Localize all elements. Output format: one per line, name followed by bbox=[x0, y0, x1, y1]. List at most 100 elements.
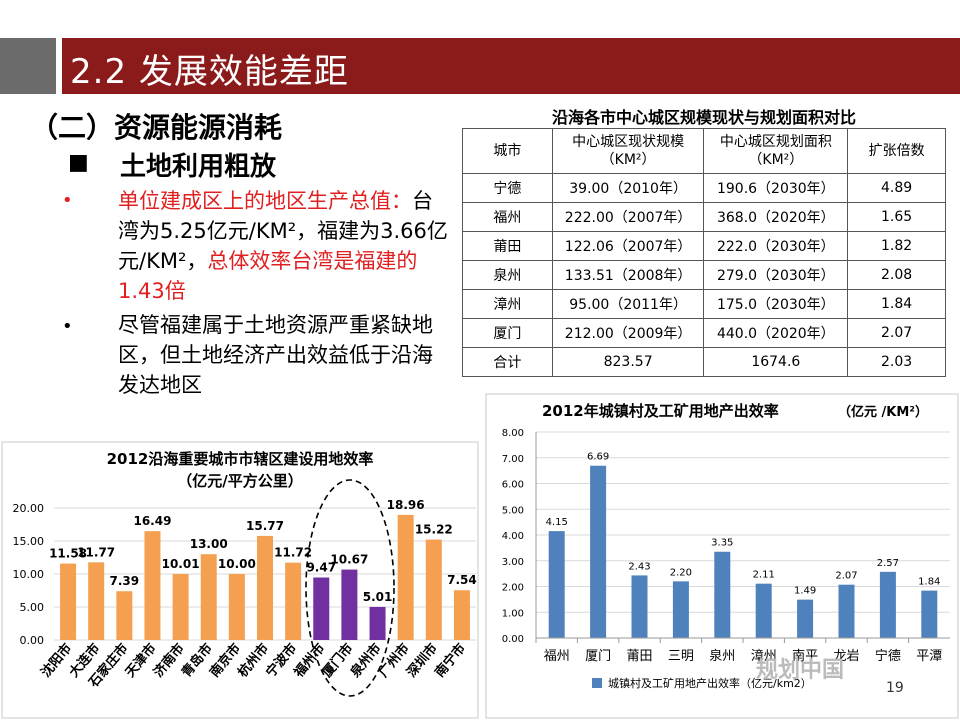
section-subtitle: （二）资源能源消耗 bbox=[30, 111, 283, 144]
data-label: 7.54 bbox=[447, 573, 477, 587]
table-cell: 宁德 bbox=[462, 173, 553, 203]
table-row: 漳州 95.00（2011年） 175.0（2030年） 1.84 bbox=[462, 289, 946, 319]
table-row: 莆田 122.06（2007年） 222.0（2030年） 1.82 bbox=[462, 231, 946, 261]
x-tick-label: 莆田 bbox=[626, 649, 652, 664]
data-label: 2.07 bbox=[835, 571, 857, 582]
chart-title: 2012沿海重要城市市辖区建设用地效率 bbox=[107, 450, 374, 468]
chart2-svg: 2012年城镇村及工矿用地产出效率 （亿元 /KM²） 0.00 1.00 2.00 3.… bbox=[485, 393, 959, 719]
data-label: 9.47 bbox=[306, 560, 336, 574]
x-tick-label: 三明 bbox=[668, 649, 694, 664]
chart-title: 2012年城镇村及工矿用地产出效率 bbox=[542, 402, 779, 420]
table-cell: 190.6（2030年） bbox=[703, 173, 849, 203]
y-tick-label: 5.00 bbox=[20, 601, 45, 614]
table-row: 合计 823.57 1674.6 2.03 bbox=[462, 347, 946, 377]
title-accent-block bbox=[0, 38, 56, 94]
bar bbox=[755, 583, 772, 638]
data-label: 2.11 bbox=[753, 570, 775, 581]
table-cell: 2.08 bbox=[847, 260, 946, 290]
table-cell: 2.07 bbox=[847, 318, 946, 348]
table-cell: 440.0（2020年） bbox=[703, 318, 849, 348]
table-cell: 823.57 bbox=[551, 347, 705, 377]
legend-label: 城镇村及工矿用地产出效率（亿元/km2） bbox=[608, 676, 812, 690]
table-cell: 1674.6 bbox=[703, 347, 849, 377]
table-title: 沿海各市中心城区规模现状与规划面积对比 bbox=[551, 108, 856, 127]
bar bbox=[341, 569, 358, 640]
y-tick-label: 0.00 bbox=[502, 634, 524, 645]
table-cell: 95.00（2011年） bbox=[551, 289, 705, 319]
bar bbox=[285, 562, 302, 640]
y-tick-label: 2.00 bbox=[502, 583, 524, 594]
data-label: 15.22 bbox=[415, 523, 453, 537]
bar bbox=[257, 535, 273, 640]
x-tick-label: 厦门 bbox=[585, 649, 611, 664]
output-efficiency-chart: 2012年城镇村及工矿用地产出效率 （亿元 /KM²） 0.00 1.00 2.00 3.… bbox=[484, 392, 960, 720]
data-label: 11.58 bbox=[49, 547, 87, 561]
y-tick-label: 6.00 bbox=[502, 480, 524, 491]
bar bbox=[631, 575, 648, 638]
comparison-table: 城市 中心城区现状规模（KM²） 中心城区规划面积（KM²） 扩张倍数 宁德 39… bbox=[462, 128, 946, 377]
bar bbox=[921, 590, 938, 638]
bar bbox=[60, 563, 77, 640]
chart1-svg: 2012沿海重要城市市辖区建设用地效率 （亿元/平方公里） 0.00 5.00 10.0… bbox=[1, 441, 479, 719]
x-tick-label: 泉州 bbox=[709, 648, 735, 664]
y-tick-label: 10.00 bbox=[13, 568, 45, 581]
bullet1-red-text-b: 总体效率台湾是福建的1.43倍 bbox=[118, 249, 418, 303]
y-tick-label: 20.00 bbox=[13, 502, 45, 515]
bar bbox=[228, 574, 245, 640]
bar bbox=[200, 554, 217, 640]
page-number: 19 bbox=[886, 680, 904, 696]
title-bar bbox=[0, 38, 960, 94]
y-tick-label: 3.00 bbox=[502, 557, 524, 568]
table-cell: 漳州 bbox=[462, 289, 553, 319]
bar bbox=[548, 531, 565, 638]
x-tick-label: 宁德 bbox=[875, 648, 901, 664]
table-cell: 合计 bbox=[462, 347, 553, 377]
data-label: 11.77 bbox=[77, 545, 115, 559]
data-label: 10.67 bbox=[330, 553, 368, 567]
bar bbox=[672, 581, 689, 638]
square-bullet-icon: ■ bbox=[68, 150, 89, 175]
bar bbox=[88, 562, 105, 640]
table-row: 泉州 133.51（2008年） 279.0（2030年） 2.08 bbox=[462, 260, 946, 290]
data-label: 16.49 bbox=[133, 514, 171, 528]
table-header-cell: 中心城区规划面积（KM²） bbox=[703, 128, 849, 174]
data-label: 11.72 bbox=[274, 546, 312, 560]
bar bbox=[590, 465, 607, 638]
bar bbox=[879, 571, 896, 638]
data-label: 7.39 bbox=[110, 574, 140, 588]
highlight-ellipse bbox=[305, 479, 395, 697]
bar bbox=[144, 531, 161, 640]
table-header-cell: 中心城区现状规模（KM²） bbox=[551, 128, 705, 174]
bar bbox=[313, 577, 330, 640]
bar bbox=[397, 514, 414, 640]
table-row: 福州 222.00（2007年） 368.0（2020年） 1.65 bbox=[462, 202, 946, 232]
bullet-dot-icon: • bbox=[62, 190, 73, 211]
y-tick-label: 1.00 bbox=[502, 608, 524, 619]
table-cell: 4.89 bbox=[847, 173, 946, 203]
legend-swatch bbox=[592, 678, 602, 688]
y-tick-label: 15.00 bbox=[13, 535, 45, 548]
data-label: 2.57 bbox=[877, 558, 899, 569]
table-row: 厦门 212.00（2009年） 440.0（2020年） 2.07 bbox=[462, 318, 946, 348]
table-header-row: 城市 中心城区现状规模（KM²） 中心城区规划面积（KM²） 扩张倍数 bbox=[462, 128, 946, 174]
table-cell: 279.0（2030年） bbox=[703, 260, 849, 290]
bullet-dot-icon: • bbox=[62, 316, 73, 337]
data-label: 2.20 bbox=[670, 567, 692, 578]
table-cell: 368.0（2020年） bbox=[703, 202, 849, 232]
x-tick-label: 南平 bbox=[792, 648, 818, 664]
table-cell: 133.51（2008年） bbox=[551, 260, 705, 290]
data-label: 10.00 bbox=[218, 557, 256, 571]
y-tick-label: 4.00 bbox=[502, 531, 524, 542]
table-cell: 1.84 bbox=[847, 289, 946, 319]
bar bbox=[797, 599, 814, 638]
table-cell: 福州 bbox=[462, 202, 553, 232]
table-cell: 2.03 bbox=[847, 347, 946, 377]
y-tick-label: 7.00 bbox=[502, 454, 524, 465]
x-tick-label: 漳州 bbox=[751, 648, 777, 664]
bar bbox=[714, 551, 731, 638]
data-label: 1.84 bbox=[918, 577, 940, 588]
y-tick-label: 8.00 bbox=[502, 428, 524, 439]
table-header-cell: 城市 bbox=[462, 128, 553, 174]
chart-subtitle: （亿元/平方公里） bbox=[177, 472, 302, 490]
data-label: 10.01 bbox=[162, 557, 200, 571]
